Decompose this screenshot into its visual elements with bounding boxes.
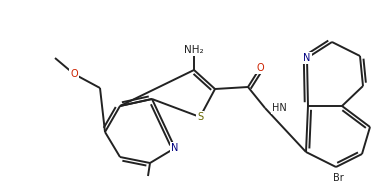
Text: HN: HN	[272, 103, 287, 113]
Text: O: O	[256, 63, 264, 73]
Text: N: N	[303, 53, 311, 63]
Text: N: N	[171, 143, 179, 153]
Text: S: S	[197, 112, 203, 122]
Text: Br: Br	[333, 173, 343, 183]
Text: NH₂: NH₂	[184, 45, 204, 55]
Text: O: O	[70, 69, 78, 79]
